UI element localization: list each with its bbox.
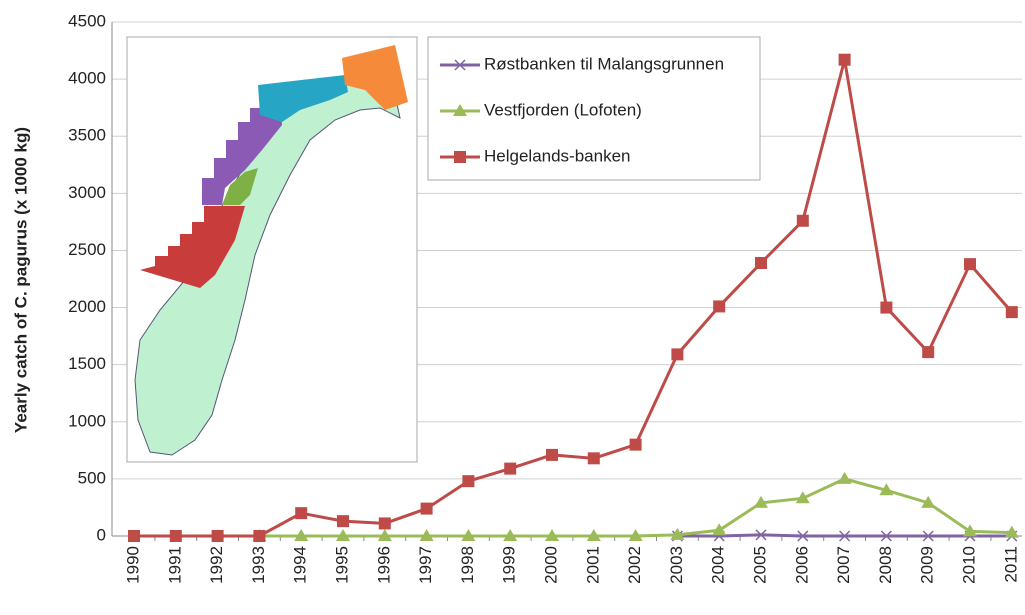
y-tick-label: 1500 — [68, 354, 106, 373]
x-tick-label: 1993 — [249, 546, 268, 584]
marker — [797, 530, 809, 542]
marker — [671, 348, 684, 361]
marker — [880, 301, 893, 314]
marker — [755, 529, 767, 541]
marker — [294, 529, 309, 541]
marker — [253, 530, 266, 542]
marker — [503, 529, 518, 541]
marker — [628, 529, 643, 541]
x-tick-label: 2008 — [876, 546, 895, 584]
region-helgeland — [140, 206, 245, 288]
marker — [546, 448, 558, 461]
marker — [754, 495, 768, 508]
x-tick-label: 2000 — [541, 546, 560, 584]
marker — [504, 462, 517, 475]
marker — [713, 300, 726, 313]
legend-label: Røstbanken til Malangsgrunnen — [484, 54, 724, 73]
x-tick-label: 2003 — [667, 546, 686, 584]
x-tick-label: 1999 — [500, 546, 519, 584]
x-tick-label: 1998 — [458, 546, 477, 584]
marker — [629, 438, 642, 451]
region-north — [258, 75, 348, 122]
marker — [454, 151, 466, 163]
region-vestfjorden — [222, 168, 258, 205]
marker — [453, 104, 467, 116]
marker — [587, 452, 600, 465]
x-tick-label: 2004 — [709, 546, 728, 584]
y-tick-label: 3500 — [68, 126, 106, 145]
marker — [586, 529, 601, 541]
y-tick-label: 0 — [97, 525, 106, 544]
x-tick-label: 2005 — [750, 546, 769, 584]
x-tick-label: 1996 — [374, 546, 393, 584]
x-tick-label: 1990 — [123, 546, 142, 584]
marker — [420, 502, 433, 515]
x-tick-label: 2002 — [625, 546, 644, 584]
y-tick-label: 2000 — [68, 297, 106, 316]
legend — [427, 36, 761, 181]
marker — [964, 258, 976, 271]
marker — [336, 529, 350, 541]
series-line — [134, 59, 1013, 538]
marker — [879, 483, 894, 496]
inset-map — [126, 36, 418, 463]
y-tick-label: 3000 — [68, 183, 106, 202]
y-tick-label: 4500 — [68, 11, 106, 30]
marker — [838, 53, 851, 66]
x-tick-label: 2001 — [583, 546, 602, 584]
marker — [454, 59, 466, 71]
marker — [922, 346, 935, 359]
marker — [880, 530, 892, 542]
x-tick-label: 1994 — [291, 546, 310, 584]
region-east — [342, 45, 408, 110]
marker — [963, 524, 977, 537]
marker — [837, 471, 852, 484]
x-tick-label: 1991 — [165, 546, 184, 584]
marker — [795, 491, 810, 504]
land — [134, 79, 401, 456]
marker — [337, 515, 349, 528]
marker — [128, 530, 140, 542]
series-line — [259, 477, 1012, 538]
y-axis-title: Yearly catch of C. pagurus (x 1000 kg) — [11, 127, 30, 433]
x-tick-label: 2007 — [834, 546, 853, 584]
x-tick-label: 1997 — [416, 546, 435, 584]
x-tick-label: 2011 — [1001, 546, 1020, 583]
marker — [1004, 525, 1019, 538]
marker — [839, 530, 851, 542]
marker — [461, 529, 476, 541]
marker — [545, 529, 559, 541]
marker — [1005, 306, 1018, 319]
marker — [378, 517, 391, 530]
y-tick-label: 500 — [78, 468, 106, 487]
marker — [211, 530, 224, 542]
marker — [462, 475, 475, 488]
marker — [922, 530, 934, 542]
x-tick-label: 2010 — [959, 546, 978, 584]
marker — [377, 529, 392, 541]
marker — [796, 214, 809, 227]
marker — [670, 527, 685, 540]
y-tick-label: 2500 — [68, 240, 106, 259]
x-tick-label: 2006 — [792, 546, 811, 584]
legend-label: Vestfjorden (Lofoten) — [484, 100, 642, 119]
marker — [755, 257, 767, 270]
legend-label: Helgelands-banken — [484, 146, 631, 165]
x-tick-label: 1992 — [207, 546, 226, 584]
y-tick-label: 1000 — [68, 411, 106, 430]
x-tick-label: 2009 — [918, 546, 937, 584]
marker — [921, 495, 936, 508]
region-rostbanken — [202, 98, 282, 205]
x-tick-label: 1995 — [332, 546, 351, 584]
marker — [712, 523, 727, 536]
y-tick-label: 4000 — [68, 69, 106, 88]
marker — [295, 507, 308, 520]
marker — [169, 530, 182, 542]
marker — [419, 529, 434, 541]
